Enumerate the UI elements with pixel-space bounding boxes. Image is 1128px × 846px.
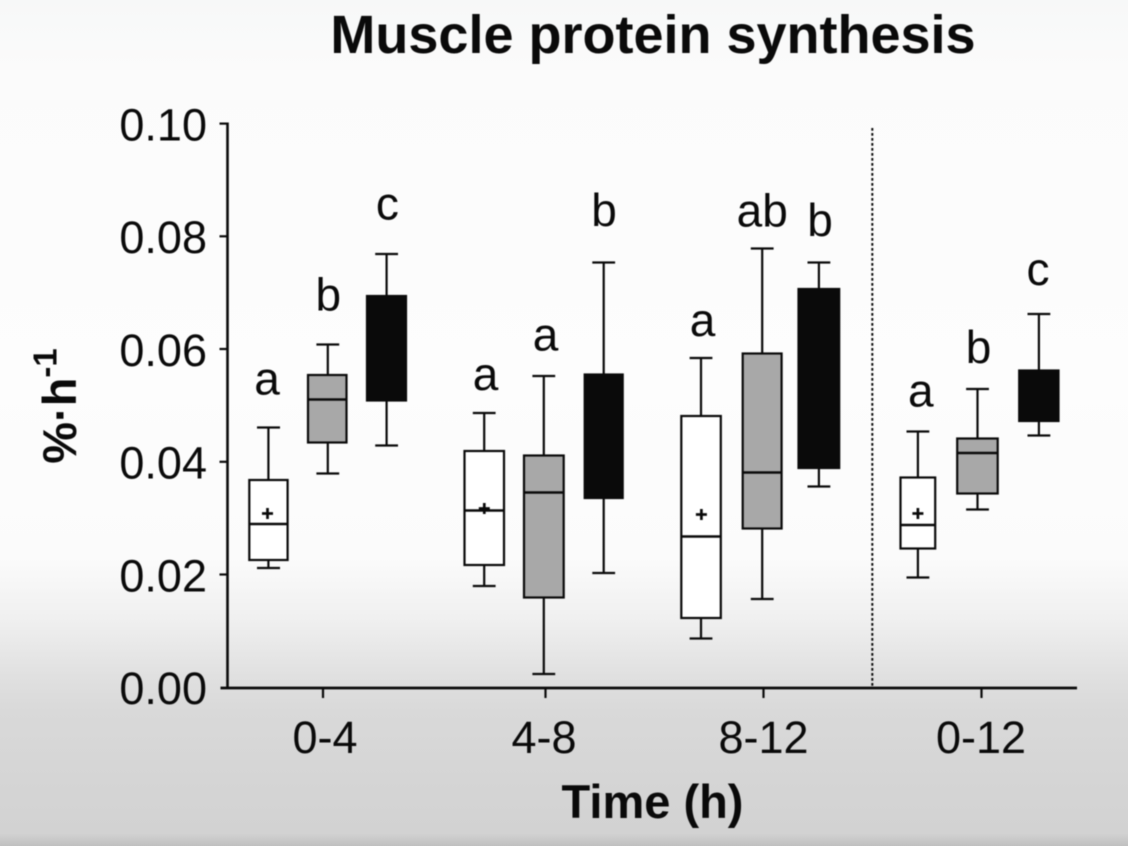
svg-text:%·h-1: %·h-1 [26, 348, 86, 464]
svg-text:b: b [316, 269, 342, 321]
svg-text:a: a [473, 348, 499, 400]
svg-text:c: c [376, 178, 399, 230]
svg-text:b: b [591, 184, 617, 236]
svg-text:0.08: 0.08 [119, 212, 207, 263]
svg-text:Muscle protein synthesis: Muscle protein synthesis [330, 5, 975, 65]
svg-text:a: a [254, 353, 280, 405]
svg-text:0-12: 0-12 [936, 712, 1026, 763]
svg-text:4-8: 4-8 [511, 712, 576, 763]
svg-text:c: c [1027, 243, 1050, 295]
svg-text:0.00: 0.00 [119, 663, 207, 714]
svg-text:0.04: 0.04 [119, 438, 207, 489]
svg-text:a: a [533, 309, 559, 361]
svg-text:a: a [908, 365, 934, 417]
svg-text:0-4: 0-4 [292, 712, 357, 763]
svg-text:0.06: 0.06 [119, 325, 207, 376]
svg-text:b: b [807, 194, 833, 246]
svg-text:0.10: 0.10 [119, 100, 207, 151]
svg-text:8-12: 8-12 [718, 712, 808, 763]
svg-text:0.02: 0.02 [119, 550, 207, 601]
svg-text:Time (h): Time (h) [562, 775, 744, 828]
svg-text:a: a [690, 294, 716, 346]
svg-text:b: b [966, 321, 992, 373]
svg-text:ab: ab [737, 185, 788, 237]
